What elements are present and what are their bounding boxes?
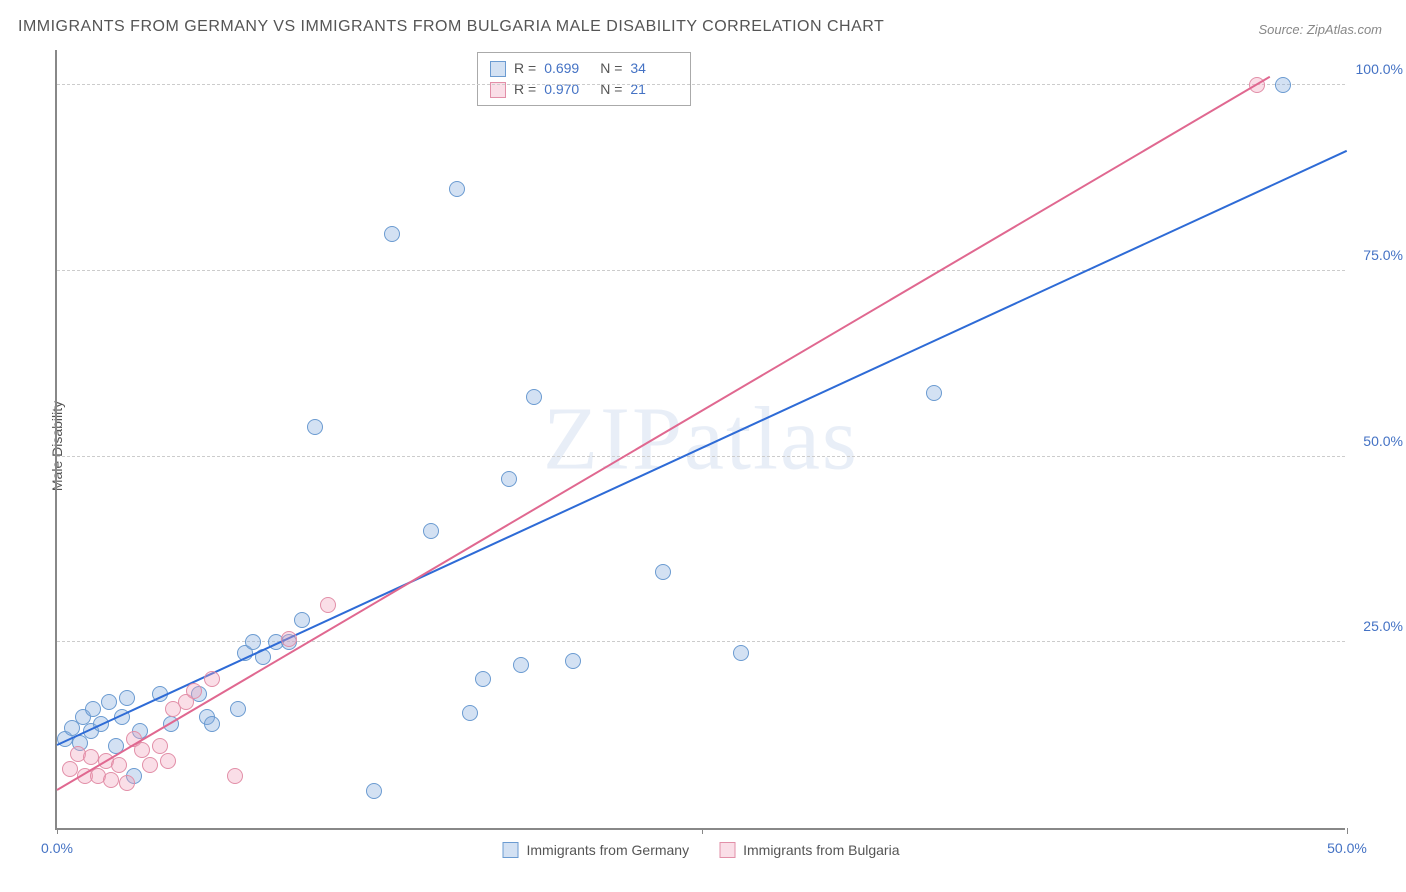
scatter-point <box>733 645 749 661</box>
legend-r-label: R = <box>514 79 536 100</box>
scatter-point <box>526 389 542 405</box>
legend-item: Immigrants from Germany <box>503 842 690 858</box>
scatter-point <box>1275 77 1291 93</box>
scatter-point <box>83 749 99 765</box>
scatter-point <box>281 631 297 647</box>
legend-n-value: 34 <box>630 58 678 79</box>
scatter-point <box>449 181 465 197</box>
scatter-point <box>462 705 478 721</box>
scatter-point <box>204 716 220 732</box>
scatter-point <box>294 612 310 628</box>
scatter-point <box>186 683 202 699</box>
scatter-point <box>152 738 168 754</box>
scatter-point <box>230 701 246 717</box>
y-tick-label: 100.0% <box>1356 61 1403 77</box>
legend-swatch <box>503 842 519 858</box>
scatter-point <box>501 471 517 487</box>
legend-r-value: 0.699 <box>544 58 592 79</box>
scatter-point <box>142 757 158 773</box>
x-tick-mark <box>57 828 58 834</box>
scatter-point <box>475 671 491 687</box>
y-tick-label: 50.0% <box>1363 433 1403 449</box>
legend-n-label: N = <box>600 58 622 79</box>
scatter-point <box>160 753 176 769</box>
scatter-point <box>119 690 135 706</box>
scatter-point <box>926 385 942 401</box>
series-legend: Immigrants from Germany Immigrants from B… <box>503 842 900 858</box>
scatter-point <box>384 226 400 242</box>
legend-label: Immigrants from Germany <box>527 842 690 858</box>
legend-row: R = 0.699 N = 34 <box>490 58 678 79</box>
trend-line <box>57 150 1348 746</box>
scatter-point <box>307 419 323 435</box>
scatter-point <box>423 523 439 539</box>
legend-r-value: 0.970 <box>544 79 592 100</box>
legend-swatch <box>490 61 506 77</box>
y-tick-label: 25.0% <box>1363 618 1403 634</box>
scatter-point <box>655 564 671 580</box>
legend-label: Immigrants from Bulgaria <box>743 842 899 858</box>
scatter-point <box>320 597 336 613</box>
grid-line <box>57 270 1345 271</box>
scatter-point <box>85 701 101 717</box>
grid-line <box>57 84 1345 85</box>
scatter-point <box>101 694 117 710</box>
trend-line <box>56 76 1270 791</box>
source-label: Source: ZipAtlas.com <box>1258 22 1382 37</box>
scatter-point <box>565 653 581 669</box>
grid-line <box>57 456 1345 457</box>
scatter-point <box>204 671 220 687</box>
x-tick-label: 50.0% <box>1327 840 1367 856</box>
x-tick-mark <box>702 828 703 834</box>
scatter-point <box>245 634 261 650</box>
scatter-point <box>111 757 127 773</box>
scatter-point <box>103 772 119 788</box>
x-tick-mark <box>1347 828 1348 834</box>
scatter-point <box>62 761 78 777</box>
chart-title: IMMIGRANTS FROM GERMANY VS IMMIGRANTS FR… <box>18 18 884 36</box>
scatter-point <box>513 657 529 673</box>
legend-row: R = 0.970 N = 21 <box>490 79 678 100</box>
legend-n-value: 21 <box>630 79 678 100</box>
scatter-point <box>366 783 382 799</box>
x-tick-label: 0.0% <box>41 840 73 856</box>
legend-item: Immigrants from Bulgaria <box>719 842 899 858</box>
scatter-point <box>119 775 135 791</box>
legend-swatch <box>719 842 735 858</box>
legend-r-label: R = <box>514 58 536 79</box>
legend-n-label: N = <box>600 79 622 100</box>
correlation-legend: R = 0.699 N = 34 R = 0.970 N = 21 <box>477 52 691 106</box>
plot-area: ZIPatlas R =0.699N =34R =0.970N =21 Immi… <box>55 50 1345 830</box>
scatter-point <box>227 768 243 784</box>
y-tick-label: 75.0% <box>1363 247 1403 263</box>
